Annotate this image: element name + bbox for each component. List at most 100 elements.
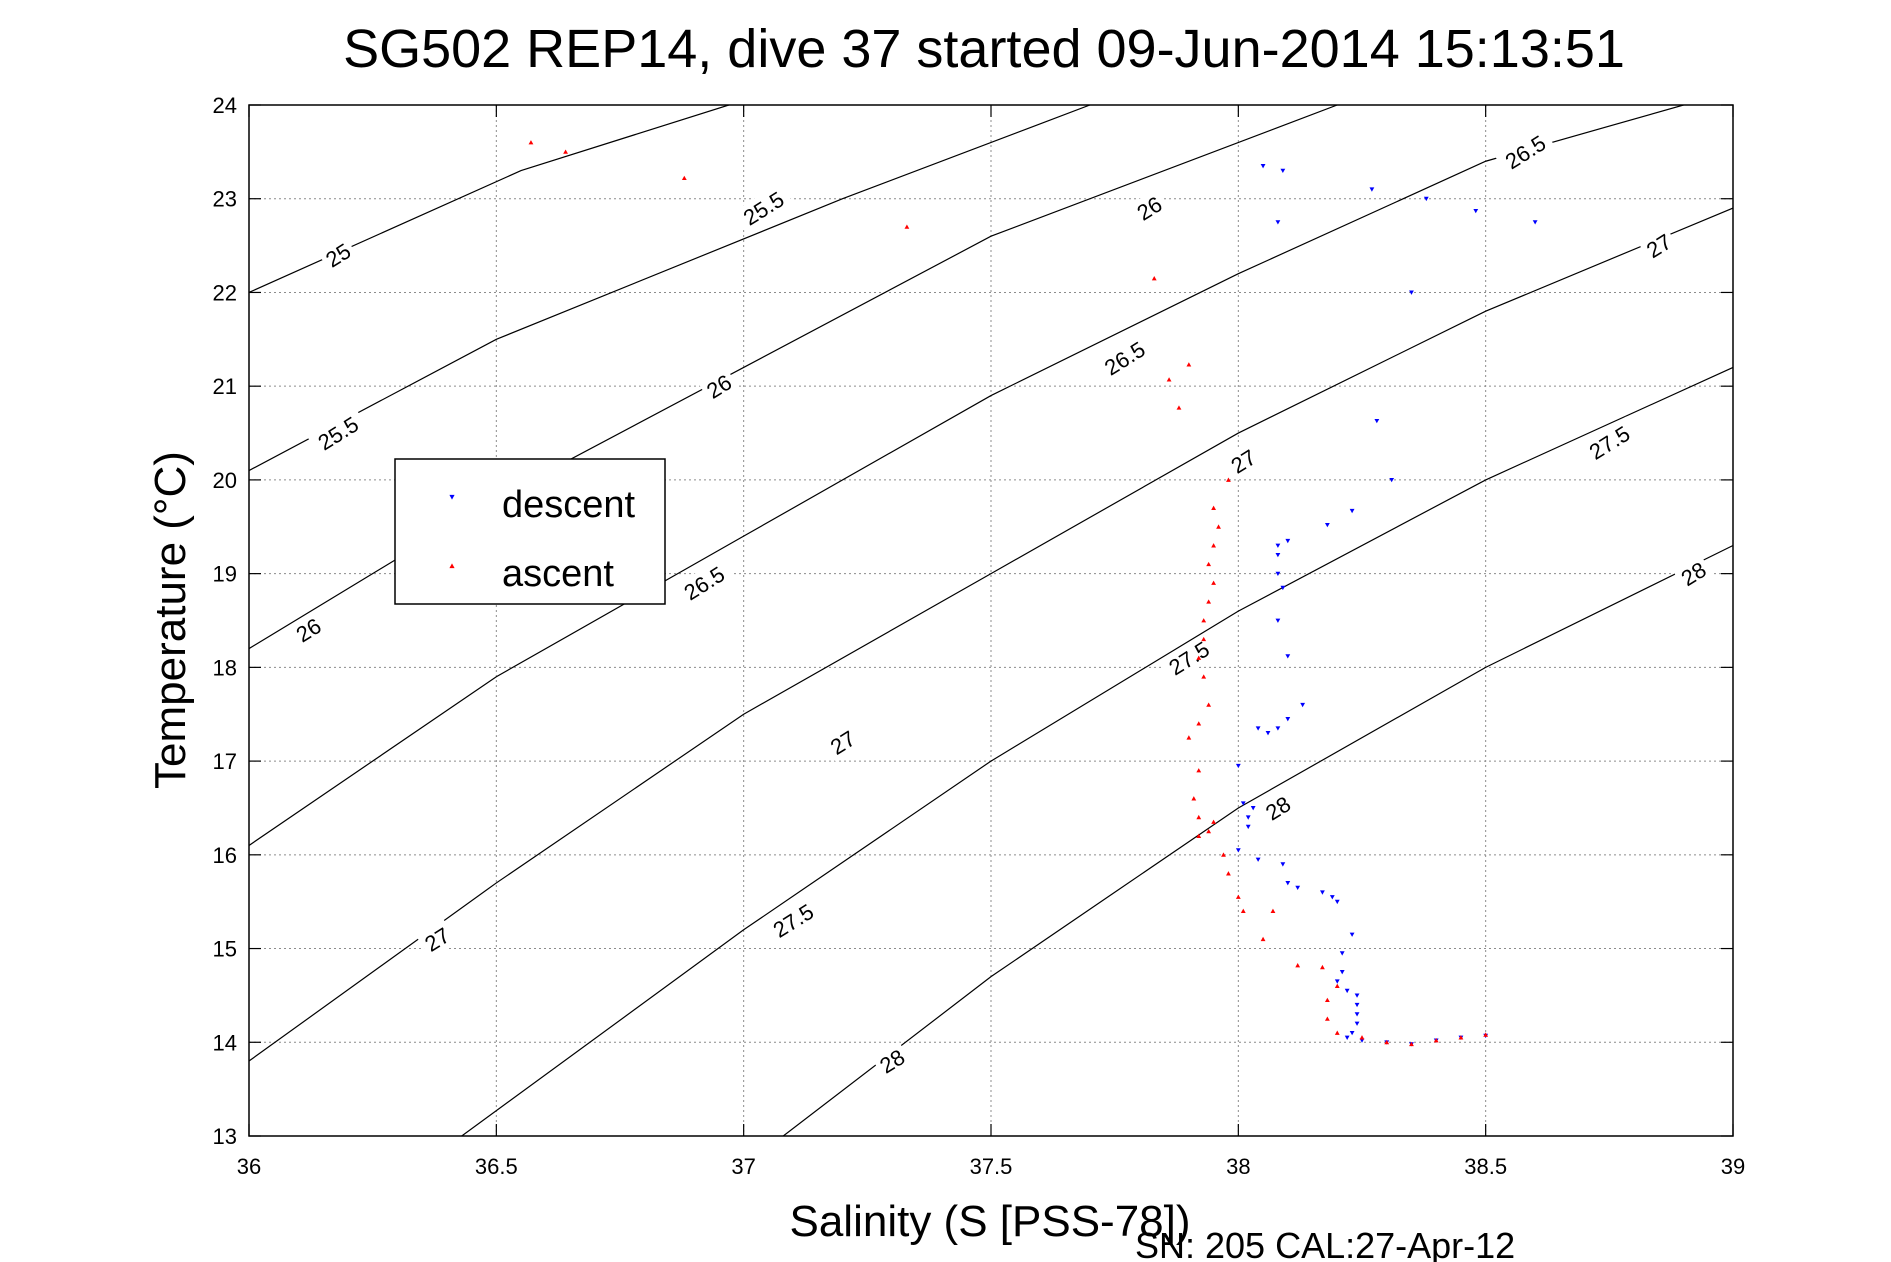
descent-point: [1300, 702, 1306, 708]
descent-point: [1235, 848, 1241, 853]
ascent-point: [1240, 908, 1246, 913]
ascent-point: [1196, 768, 1202, 773]
descent-point: [1295, 885, 1301, 891]
contour-label-bg: [1128, 188, 1170, 228]
descent-point: [1275, 618, 1281, 623]
y-axis-label: Temperature (°C): [146, 451, 195, 789]
contour-label-bg: [1578, 416, 1640, 469]
ascent-point: [1320, 964, 1325, 970]
y-tick-label: 17: [213, 749, 237, 774]
ascent-point: [1186, 735, 1192, 740]
ascent-point: [1324, 997, 1330, 1003]
descent-point: [1285, 538, 1291, 544]
footer-text: SN: 205 CAL:27-Apr-12: [1135, 1225, 1515, 1262]
contour-line-26-5: [249, 105, 1684, 846]
descent-point: [1245, 824, 1251, 830]
ascent-point: [1216, 524, 1221, 529]
ascent-point: [1206, 599, 1212, 604]
ascent-point: [1201, 618, 1207, 623]
contour-label-bg: [762, 894, 824, 947]
series-descent: [1235, 164, 1538, 1047]
contour-label-group: 28: [1672, 554, 1714, 594]
descent-point: [1359, 1038, 1365, 1043]
contour-label-bg: [1494, 126, 1556, 178]
legend-ascent-marker: [449, 563, 455, 569]
ascent-point: [1151, 275, 1157, 281]
legend-descent-marker: [449, 494, 455, 500]
density-contours: [249, 105, 1733, 1136]
x-tick-label: 36.5: [475, 1154, 518, 1179]
ascent-point: [1221, 852, 1226, 857]
ascent-point: [1211, 505, 1216, 510]
x-tick-label: 39: [1721, 1154, 1745, 1179]
descent-point: [1275, 220, 1281, 225]
descent-point: [1389, 477, 1395, 483]
contour-label-bg: [1638, 226, 1680, 266]
contour-label-bg: [698, 366, 740, 406]
ascent-point: [1206, 828, 1212, 834]
x-tick-label: 36: [237, 1154, 261, 1179]
ascent-point: [1196, 721, 1202, 726]
descent-point: [1285, 654, 1291, 659]
y-tick-labels: 13 14 15 16 17 18 19 20 21 22 23 24: [213, 93, 237, 1149]
ascent-point: [1206, 702, 1212, 707]
contour-label-bg: [307, 407, 369, 459]
contour-label-bg: [317, 235, 359, 275]
contour-label-bg: [1257, 788, 1299, 828]
ascent-point: [1235, 894, 1241, 899]
descent-marker-icon: [449, 494, 455, 500]
y-tick-label: 24: [213, 93, 237, 118]
ascent-point: [1384, 1039, 1390, 1045]
descent-point: [1260, 164, 1266, 169]
descent-point: [1349, 508, 1355, 514]
descent-point: [1280, 168, 1286, 174]
descent-point: [1250, 806, 1256, 811]
descent-point: [1409, 290, 1414, 295]
contour-label-bg: [1222, 441, 1264, 481]
descent-point: [1374, 418, 1380, 424]
ascent-point: [681, 175, 687, 181]
ascent-point: [904, 224, 910, 229]
contour-line-28: [782, 544, 1733, 1136]
axis-ticks: [248, 104, 1734, 1137]
descent-point: [1349, 1030, 1355, 1036]
x-axis-label: Salinity (S [PSS-78]): [789, 1197, 1190, 1246]
contour-line-27: [249, 207, 1733, 1062]
x-tick-label: 38: [1226, 1154, 1250, 1179]
descent-point: [1334, 899, 1340, 905]
ascent-point: [1201, 636, 1207, 642]
descent-point: [1255, 857, 1261, 862]
descent-point: [1240, 801, 1246, 806]
y-tick-label: 18: [213, 655, 237, 680]
contour-label-group: 25.5: [307, 407, 369, 459]
ascent-point: [1191, 796, 1197, 801]
ascent-point: [1260, 936, 1266, 942]
descent-point: [1329, 895, 1335, 900]
descent-point: [1369, 187, 1375, 192]
y-tick-label: 16: [213, 843, 237, 868]
legend-box: [394, 458, 666, 605]
y-tick-label: 23: [213, 187, 237, 212]
ascent-point: [1201, 674, 1207, 679]
y-tick-label: 15: [213, 937, 237, 962]
ascent-point: [1226, 871, 1231, 876]
ascent-point: [1166, 377, 1172, 382]
descent-point: [1339, 951, 1345, 956]
descent-point: [1334, 979, 1340, 984]
x-tick-labels: 36 36.5 37 37.5 38 38.5 39: [237, 1154, 1745, 1179]
series-ascent: [528, 140, 1489, 1047]
ascent-point: [1270, 908, 1276, 913]
descent-point: [1320, 890, 1325, 895]
descent-point: [1275, 726, 1281, 731]
descent-point: [1255, 726, 1261, 731]
ascent-point: [1211, 819, 1216, 824]
ascent-point: [563, 149, 568, 154]
descent-point: [1275, 543, 1281, 548]
contour-label-bg: [1093, 332, 1156, 384]
contour-label-bg: [287, 610, 329, 650]
descent-point: [1245, 815, 1251, 820]
legend-ascent-label: ascent: [502, 553, 614, 595]
descent-point: [1339, 970, 1345, 975]
descent-point: [1344, 1035, 1350, 1040]
ascent-point: [528, 140, 534, 145]
